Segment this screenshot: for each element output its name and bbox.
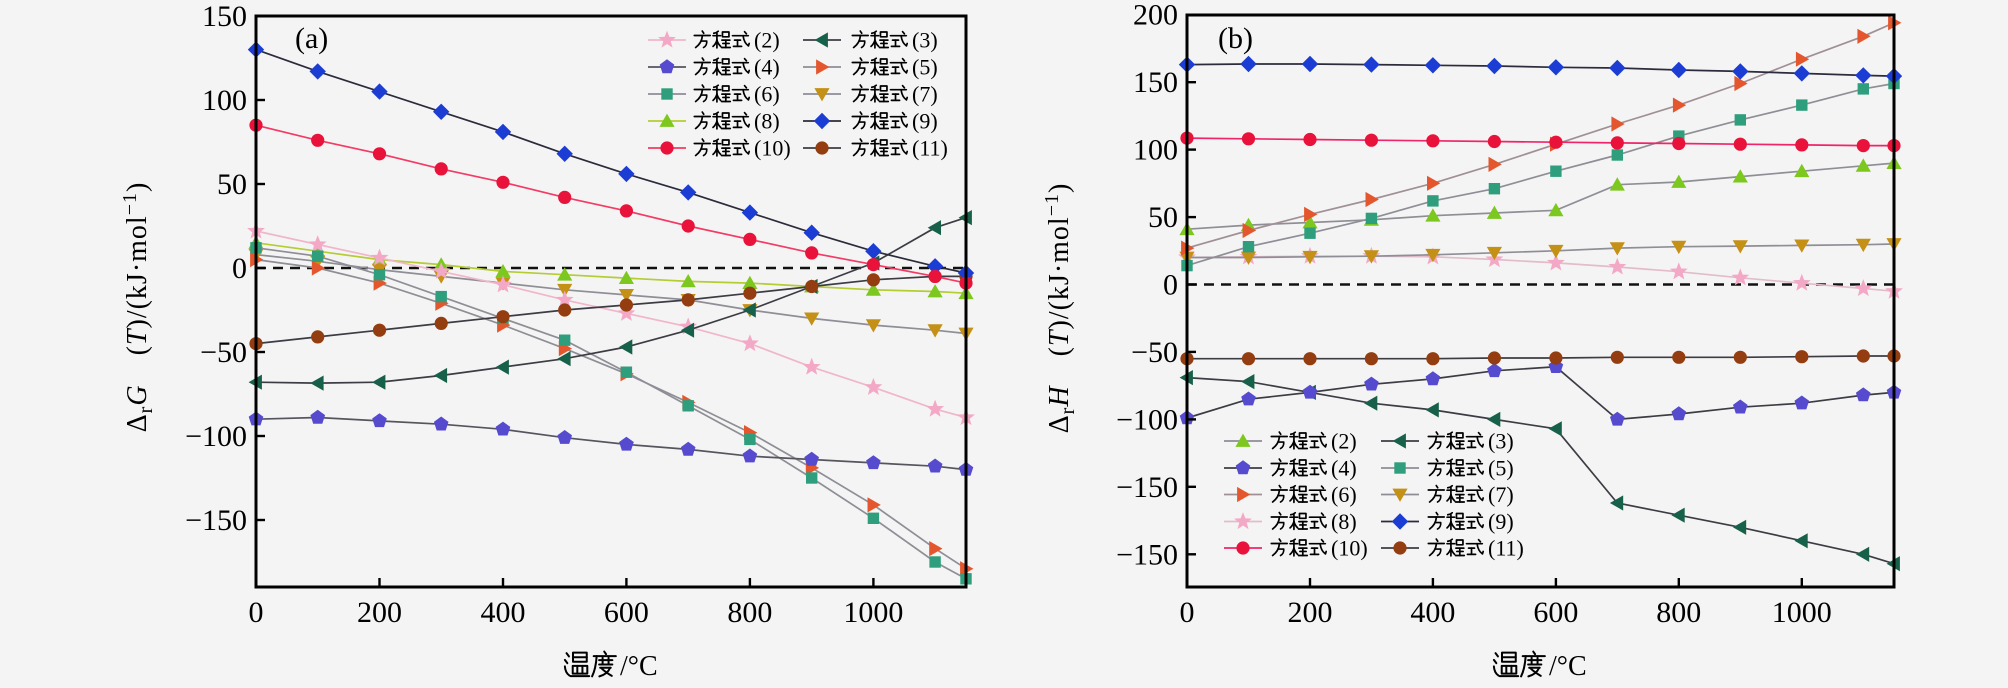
svg-text:150: 150 xyxy=(202,0,247,33)
svg-text:200: 200 xyxy=(357,596,402,629)
svg-text:(5): (5) xyxy=(912,55,938,80)
svg-text:(11): (11) xyxy=(912,136,948,161)
svg-text:0: 0 xyxy=(232,252,247,285)
svg-text:0: 0 xyxy=(1163,269,1178,302)
svg-text:(6): (6) xyxy=(754,82,780,107)
svg-text:−50: −50 xyxy=(1131,336,1178,369)
svg-text:/°C: /°C xyxy=(1549,651,1587,682)
svg-text:(b): (b) xyxy=(1218,22,1253,55)
svg-text:(9): (9) xyxy=(1488,509,1514,534)
svg-text:(4): (4) xyxy=(1331,456,1357,481)
svg-text:(8): (8) xyxy=(754,109,780,134)
svg-text:600: 600 xyxy=(1533,596,1578,629)
svg-text:−50: −50 xyxy=(200,336,247,369)
svg-text:−150: −150 xyxy=(1116,538,1178,571)
svg-text:−100: −100 xyxy=(1116,403,1178,436)
svg-text:(10): (10) xyxy=(1331,536,1368,561)
svg-text:1000: 1000 xyxy=(843,596,903,629)
svg-text:−100: −100 xyxy=(185,420,247,453)
svg-text:0: 0 xyxy=(249,596,264,629)
svg-text:(3): (3) xyxy=(912,28,938,53)
svg-text:(10): (10) xyxy=(754,136,791,161)
svg-text:(5): (5) xyxy=(1488,456,1514,481)
svg-text:(a): (a) xyxy=(295,22,328,55)
svg-text:200: 200 xyxy=(1288,596,1333,629)
svg-text:(2): (2) xyxy=(754,28,780,53)
svg-text:800: 800 xyxy=(1656,596,1701,629)
svg-text:50: 50 xyxy=(1148,201,1178,234)
svg-text:100: 100 xyxy=(1133,134,1178,167)
svg-text:50: 50 xyxy=(217,168,247,201)
svg-text:(2): (2) xyxy=(1331,429,1357,454)
svg-text:(4): (4) xyxy=(754,55,780,80)
svg-text:(3): (3) xyxy=(1488,429,1514,454)
svg-text:200: 200 xyxy=(1133,0,1178,32)
svg-text:/°C: /°C xyxy=(620,651,658,682)
svg-text:800: 800 xyxy=(727,596,772,629)
svg-text:(9): (9) xyxy=(912,109,938,134)
svg-text:0: 0 xyxy=(1180,596,1195,629)
svg-text:(6): (6) xyxy=(1331,482,1357,507)
svg-text:(7): (7) xyxy=(912,82,938,107)
svg-text:(8): (8) xyxy=(1331,509,1357,534)
svg-text:400: 400 xyxy=(481,596,526,629)
svg-text:(11): (11) xyxy=(1488,536,1524,561)
svg-text:400: 400 xyxy=(1410,596,1455,629)
svg-text:ΔrH (T)/(kJ·mol−1): ΔrH (T)/(kJ·mol−1) xyxy=(1041,183,1079,434)
svg-text:100: 100 xyxy=(202,84,247,117)
svg-text:−150: −150 xyxy=(185,504,247,537)
svg-text:1000: 1000 xyxy=(1772,596,1832,629)
svg-text:ΔrG (T)/(kJ·mol−1): ΔrG (T)/(kJ·mol−1) xyxy=(119,182,157,433)
svg-text:(7): (7) xyxy=(1488,482,1514,507)
svg-text:600: 600 xyxy=(604,596,649,629)
svg-text:150: 150 xyxy=(1133,66,1178,99)
svg-text:−150: −150 xyxy=(1116,471,1178,504)
